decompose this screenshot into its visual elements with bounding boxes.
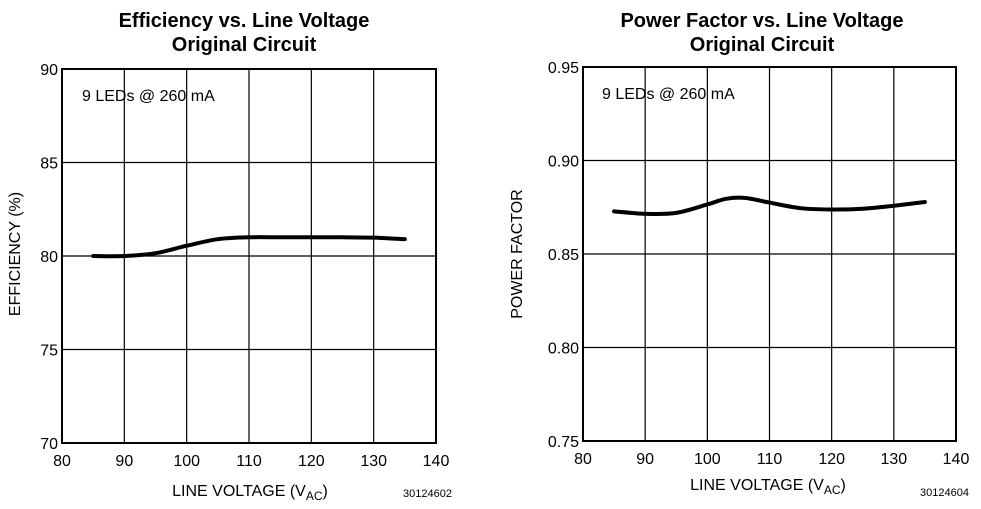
- chart-annotation: 9 LEDs @ 260 mA: [602, 86, 735, 103]
- x-tick-label: 120: [818, 451, 845, 468]
- y-tick-label: 0.85: [548, 247, 579, 264]
- x-tick-label: 80: [53, 453, 71, 470]
- y-tick-label: 0.75: [548, 434, 579, 451]
- plot-frame: [582, 66, 957, 442]
- y-axis-label: EFFICIENCY (%): [7, 192, 24, 316]
- chart-title: Power Factor vs. Line Voltage: [620, 10, 903, 32]
- y-tick-label: 0.80: [548, 341, 579, 358]
- figure-code: 30124604: [920, 487, 969, 499]
- x-axis-label-main: LINE VOLTAGE (V: [172, 483, 306, 500]
- x-tick-label: 100: [173, 453, 200, 470]
- plot-frame: [61, 68, 437, 444]
- chart-title: Efficiency vs. Line Voltage: [119, 10, 370, 32]
- x-tick-label: 110: [757, 451, 783, 468]
- power-factor-chart: Power Factor vs. Line Voltage Original C…: [509, 10, 969, 499]
- x-tick-label: 80: [574, 451, 592, 468]
- y-tick-label: 80: [40, 249, 58, 266]
- x-axis-label-subscript: AC: [306, 489, 323, 503]
- x-axis-label-tail: ): [841, 477, 846, 494]
- efficiency-chart: Efficiency vs. Line Voltage Original Cir…: [7, 10, 452, 503]
- y-tick-label: 0.90: [548, 154, 579, 171]
- x-tick-label: 110: [236, 453, 262, 470]
- figure-code: 30124602: [403, 488, 452, 500]
- y-tick-label: 70: [40, 436, 58, 453]
- chart-annotation: 9 LEDs @ 260 mA: [82, 88, 215, 105]
- x-tick-label: 140: [423, 453, 450, 470]
- y-tick-label: 0.95: [548, 60, 579, 77]
- x-axis-label: LINE VOLTAGE (VAC): [690, 477, 846, 497]
- power-factor-series-line: [612, 195, 927, 217]
- y-tick-label: 85: [40, 156, 58, 173]
- y-axis-label: POWER FACTOR: [509, 189, 526, 319]
- x-tick-label: 90: [636, 451, 654, 468]
- efficiency-series-line: [91, 235, 407, 259]
- x-tick-label: 90: [115, 453, 133, 470]
- x-axis-label-main: LINE VOLTAGE (V: [690, 477, 824, 494]
- x-axis-label: LINE VOLTAGE (VAC): [172, 483, 328, 503]
- y-tick-label: 90: [40, 62, 58, 79]
- chart-subtitle: Original Circuit: [690, 34, 835, 56]
- x-tick-label: 140: [943, 451, 970, 468]
- x-tick-label: 120: [298, 453, 325, 470]
- x-tick-label: 130: [360, 453, 387, 470]
- x-axis-label-subscript: AC: [824, 483, 841, 497]
- x-tick-label: 100: [694, 451, 721, 468]
- y-tick-label: 75: [40, 343, 58, 360]
- x-tick-label: 130: [880, 451, 907, 468]
- chart-subtitle: Original Circuit: [172, 34, 317, 56]
- x-axis-label-tail: ): [323, 483, 328, 500]
